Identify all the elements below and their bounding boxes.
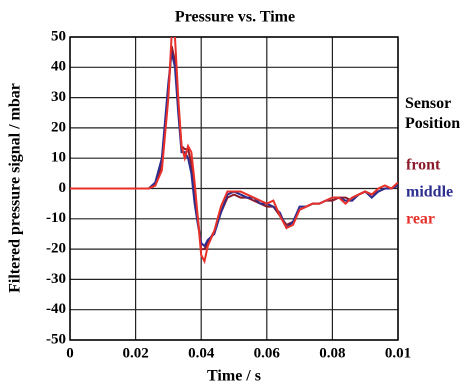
legend-title: Sensor Position — [405, 95, 461, 132]
y-tick-label: -50 — [46, 331, 66, 347]
legend-entry: front — [406, 157, 441, 174]
plot-lines — [70, 37, 398, 265]
y-tick-label: -40 — [46, 301, 66, 317]
y-tick-label: 30 — [51, 89, 66, 105]
y-tick-label: -30 — [46, 271, 66, 287]
y-tick-label: 0 — [59, 180, 67, 196]
y-tick-label: 10 — [51, 150, 66, 166]
x-axis-label: Time / s — [207, 368, 261, 385]
x-tick-label: 0.01 — [385, 345, 411, 361]
legend-entry: rear — [406, 211, 435, 228]
x-tick-label: 0 — [66, 345, 74, 361]
y-tick-label: 50 — [51, 28, 66, 44]
x-tick-label: 0.06 — [254, 345, 281, 361]
data-line — [70, 45, 398, 251]
x-tick-label: 0.02 — [122, 345, 148, 361]
x-tick-label: 0.08 — [319, 345, 345, 361]
y-axis-label: Filtered pressure signal / mbar — [7, 83, 24, 293]
data-line — [70, 37, 398, 265]
y-tick-label: -20 — [46, 241, 66, 257]
y-tick-label: 20 — [51, 119, 66, 135]
y-tick-label: 40 — [51, 59, 66, 75]
data-line — [70, 51, 398, 248]
x-tick-label: 0.04 — [188, 345, 215, 361]
chart-title: Pressure vs. Time — [175, 9, 295, 26]
legend-entry: middle — [406, 184, 453, 201]
y-tick-label: -10 — [46, 210, 66, 226]
